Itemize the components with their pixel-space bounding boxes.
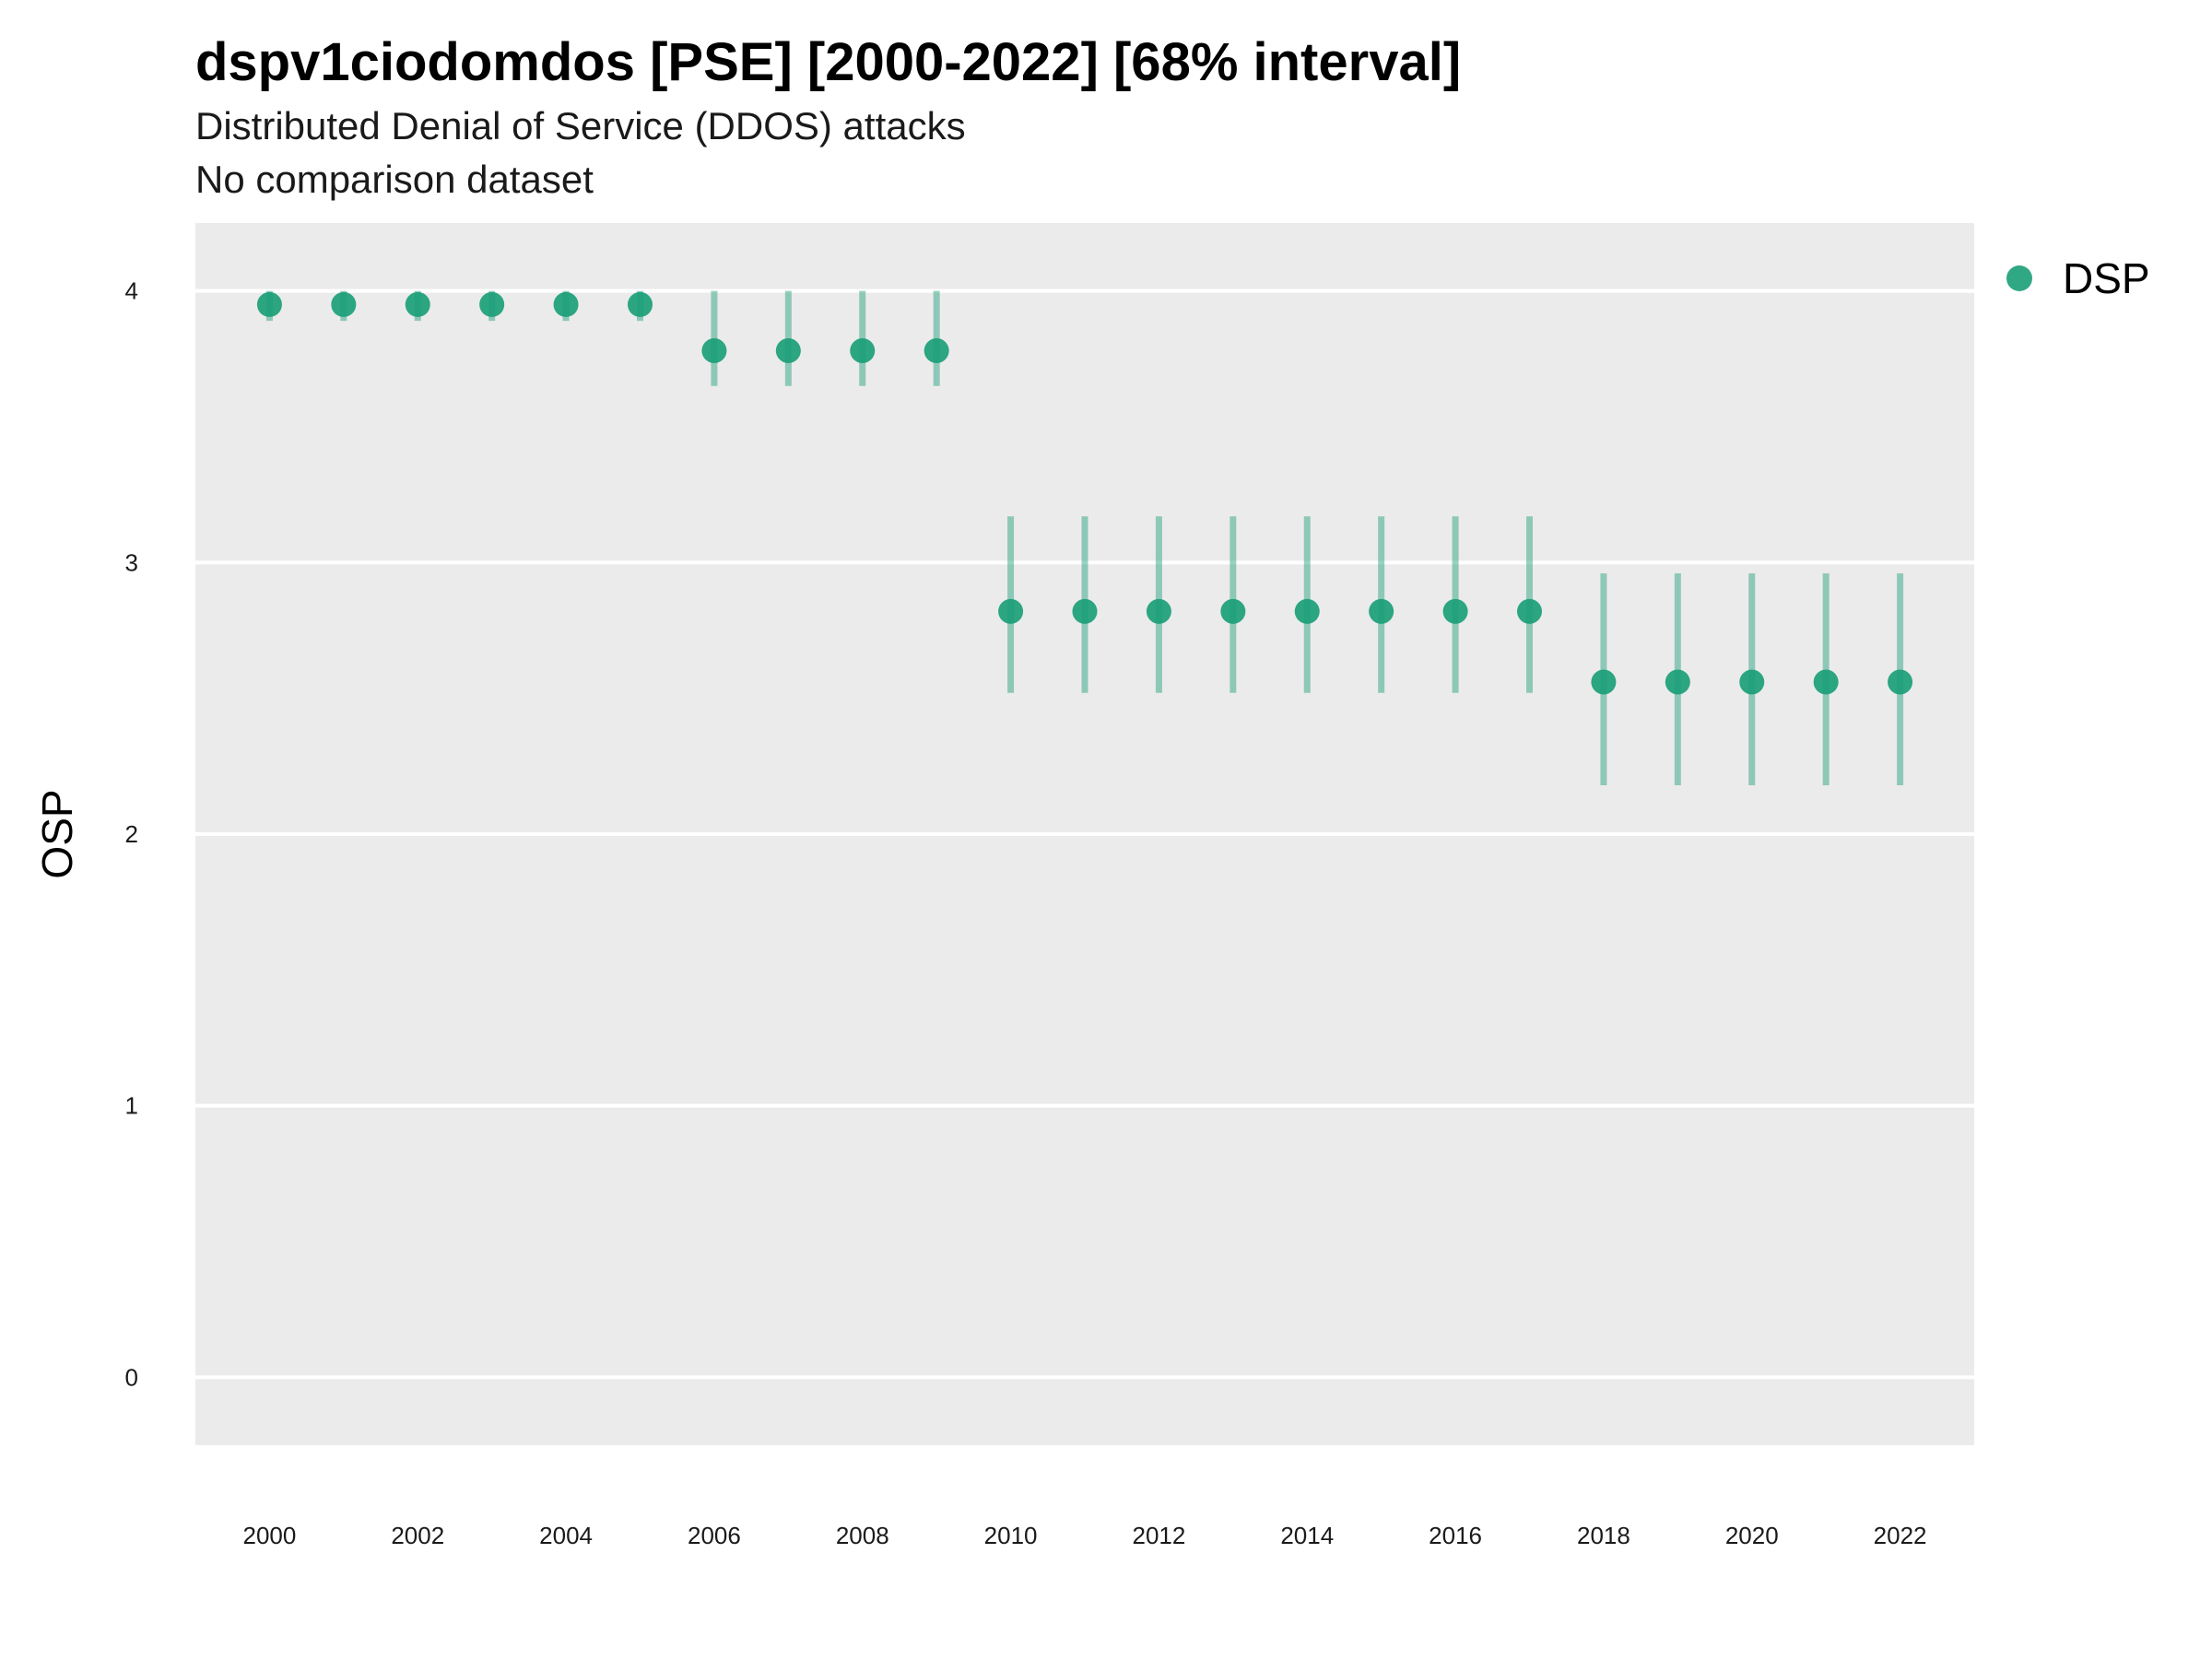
x-tick-label: 2012 xyxy=(1132,1522,1185,1549)
x-tick-label: 2020 xyxy=(1725,1522,1779,1549)
x-tick-label: 2008 xyxy=(836,1522,889,1549)
y-tick-label: 3 xyxy=(125,548,138,576)
y-tick-label: 1 xyxy=(125,1092,138,1120)
data-point xyxy=(998,598,1024,624)
data-point xyxy=(553,291,579,317)
data-point xyxy=(701,337,727,363)
x-tick-label: 2006 xyxy=(688,1522,741,1549)
data-point xyxy=(331,291,357,317)
data-point xyxy=(850,337,876,363)
data-points xyxy=(256,291,1913,695)
y-tick-label: 4 xyxy=(125,277,138,305)
data-point xyxy=(1739,669,1765,695)
x-tick-label: 2000 xyxy=(242,1522,296,1549)
legend-label-dsp: DSP xyxy=(2063,254,2150,302)
data-point xyxy=(256,291,282,317)
legend: DSP xyxy=(2006,254,2150,302)
x-axis-ticks: 2000 2002 2004 2006 2008 2010 2012 2014 2016 2018… xyxy=(242,1522,1926,1549)
data-point xyxy=(1369,598,1394,624)
data-point xyxy=(1072,598,1098,624)
data-point xyxy=(1591,669,1617,695)
data-point xyxy=(1888,669,1913,695)
comparison-note: No comparison dataset xyxy=(195,158,594,201)
y-axis-ticks: 0 1 2 3 4 xyxy=(125,277,138,1392)
x-tick-label: 2016 xyxy=(1429,1522,1482,1549)
data-point xyxy=(924,337,949,363)
data-point xyxy=(1220,598,1246,624)
chart-subtitle: Distributed Denial of Service (DDOS) att… xyxy=(195,104,966,147)
x-tick-label: 2004 xyxy=(539,1522,593,1549)
x-tick-label: 2014 xyxy=(1280,1522,1334,1549)
data-point xyxy=(1813,669,1839,695)
x-tick-label: 2022 xyxy=(1874,1522,1927,1549)
data-point xyxy=(1665,669,1690,695)
legend-key-dsp xyxy=(2006,265,2032,291)
x-tick-label: 2018 xyxy=(1577,1522,1630,1549)
y-tick-label: 2 xyxy=(125,820,138,848)
data-point xyxy=(405,291,430,317)
data-point xyxy=(1146,598,1171,624)
data-point xyxy=(479,291,505,317)
data-point xyxy=(1517,598,1542,624)
gridlines xyxy=(195,288,1974,1380)
chart-title: dspv1ciodomdos [PSE] [2000-2022] [68% in… xyxy=(195,32,1462,92)
y-tick-label: 0 xyxy=(125,1363,138,1391)
x-tick-label: 2002 xyxy=(391,1522,444,1549)
x-tick-label: 2010 xyxy=(984,1522,1038,1549)
data-point xyxy=(775,337,801,363)
data-point xyxy=(628,291,653,317)
data-point xyxy=(1294,598,1320,624)
data-point xyxy=(1442,598,1468,624)
y-axis-title: OSP xyxy=(33,789,81,878)
